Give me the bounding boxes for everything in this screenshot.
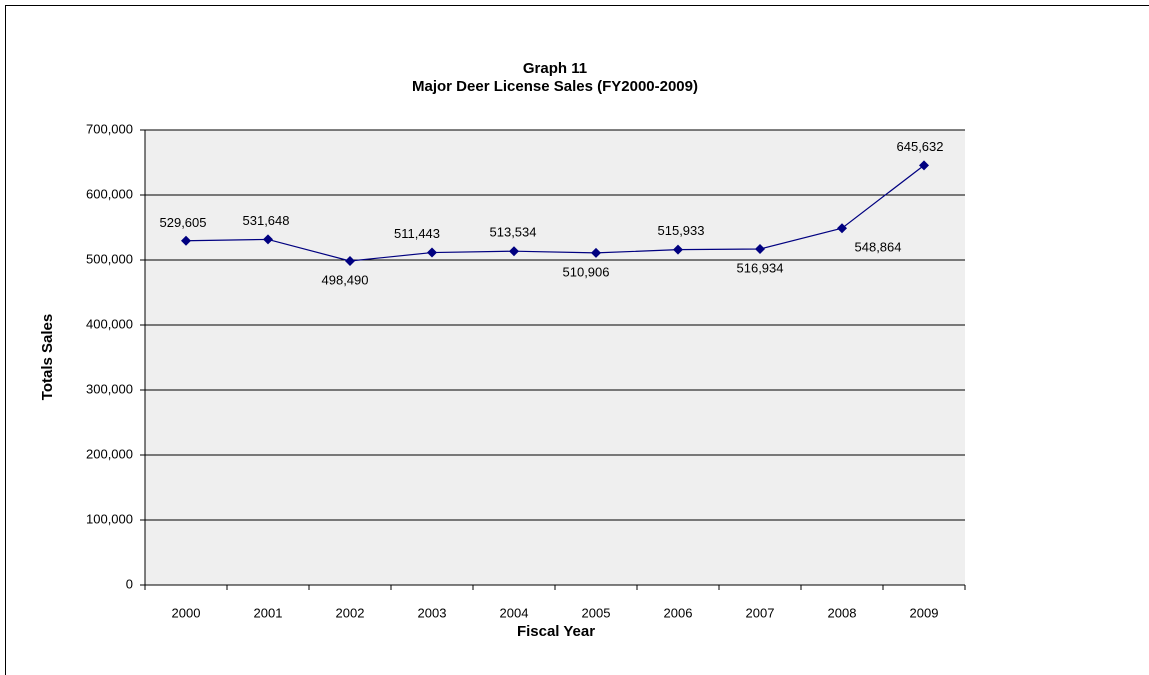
data-label: 529,605 — [160, 215, 207, 230]
data-label: 515,933 — [658, 223, 705, 238]
data-label: 531,648 — [243, 213, 290, 228]
data-point — [837, 223, 847, 234]
data-label: 498,490 — [322, 272, 369, 287]
chart-subtitle: Major Deer License Sales (FY2000-2009) — [412, 78, 698, 95]
data-label: 511,443 — [394, 226, 440, 241]
data-point — [755, 243, 765, 254]
data-label: 548,864 — [855, 240, 902, 255]
x-tick-label: 2000 — [172, 605, 201, 620]
data-label: 510,906 — [563, 264, 610, 279]
data-point — [263, 234, 273, 245]
x-tick-label: 2001 — [254, 605, 283, 620]
y-tick-label: 400,000 — [86, 316, 133, 331]
y-tick-label: 100,000 — [86, 511, 133, 526]
data-point — [673, 244, 683, 255]
data-point — [427, 247, 437, 258]
x-tick-label: 2002 — [336, 605, 365, 620]
y-tick-label: 200,000 — [86, 446, 133, 461]
data-point — [509, 246, 519, 257]
x-tick-label: 2008 — [828, 605, 857, 620]
x-tick-label: 2003 — [418, 605, 447, 620]
y-tick-label: 0 — [126, 576, 133, 591]
y-tick-label: 600,000 — [86, 186, 133, 201]
series-line — [185, 164, 925, 262]
plot-area — [145, 130, 965, 585]
x-tick-label: 2006 — [664, 605, 693, 620]
y-tick-label: 700,000 — [86, 121, 133, 136]
x-tick-label: 2004 — [500, 605, 529, 620]
data-label: 513,534 — [490, 225, 537, 240]
y-axis-label: Totals Sales — [39, 314, 56, 400]
data-point — [181, 235, 191, 246]
data-point — [919, 160, 929, 171]
x-tick-label: 2005 — [582, 605, 611, 620]
x-tick-label: 2009 — [910, 605, 939, 620]
x-tick-label: 2007 — [746, 605, 775, 620]
chart-title: Graph 11 — [523, 60, 587, 77]
data-point — [591, 247, 601, 258]
data-label: 645,632 — [897, 139, 944, 154]
data-label: 516,934 — [737, 260, 784, 275]
y-tick-label: 300,000 — [86, 381, 133, 396]
data-point — [345, 255, 355, 266]
x-axis-label: Fiscal Year — [517, 623, 595, 640]
y-tick-label: 500,000 — [86, 251, 133, 266]
